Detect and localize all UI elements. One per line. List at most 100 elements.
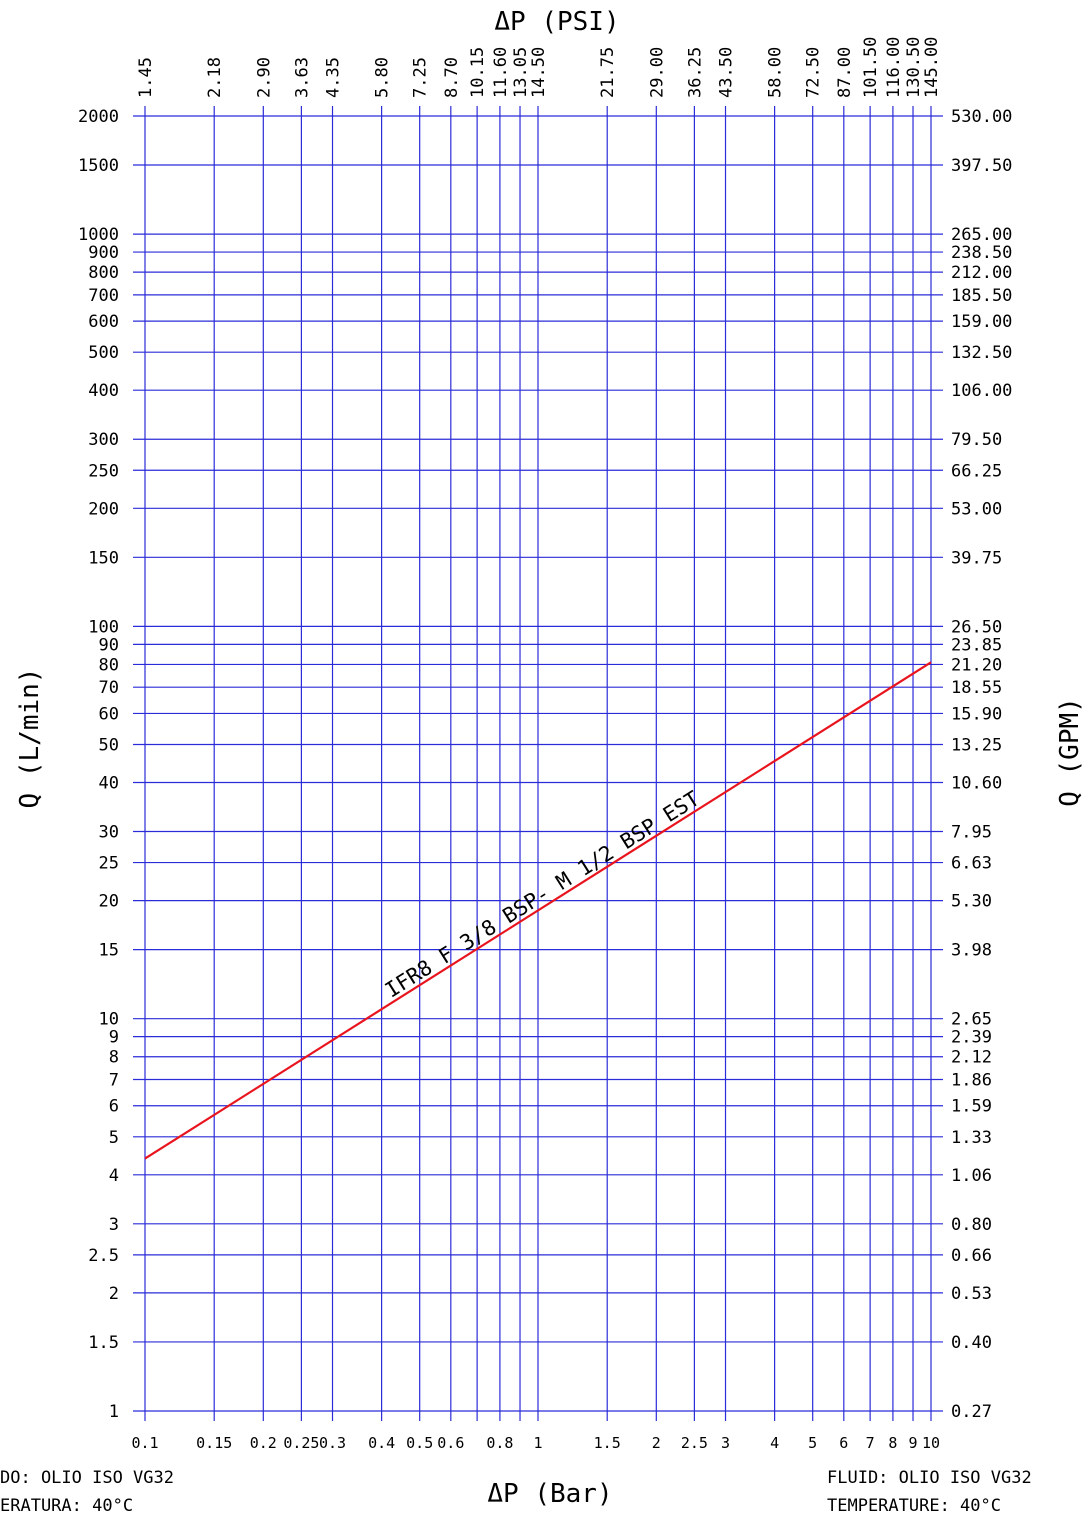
gpm-tick-labels: 0.27 0.40 0.53 0.66 0.80 1.06 1.33 1.59 1.862.12…	[951, 107, 1012, 1422]
gpm-tick-label: 2.65	[951, 1010, 992, 1030]
gpm-tick-label: 0.40	[951, 1333, 992, 1353]
lmin-tick-label: 2	[109, 1284, 119, 1304]
bar-tick-label: 6	[839, 1434, 848, 1452]
bar-tick-label: 8	[888, 1434, 897, 1452]
series-line	[144, 661, 932, 1160]
bar-tick-label: 1	[533, 1434, 542, 1452]
psi-tick-label: 101.50	[861, 37, 881, 98]
gpm-tick-label: 18.55	[951, 678, 1002, 698]
psi-tick-label: 43.50	[717, 47, 737, 98]
series-label: IFR8 F 3/8 BSP- M 1/2 BSP EST	[381, 786, 704, 1002]
bar-tick-label: 4	[770, 1434, 779, 1452]
lmin-tick-label: 60	[99, 704, 119, 724]
top-axis-title: ΔP (PSI)	[494, 7, 619, 37]
gpm-tick-label: 265.00	[951, 225, 1012, 245]
gpm-tick-label: 79.50	[951, 430, 1002, 450]
lmin-tick-label: 20	[99, 892, 119, 912]
gpm-tick-label: 1.06	[951, 1166, 992, 1186]
bar-tick-label: 5	[808, 1434, 817, 1452]
lmin-tick-label: 7	[109, 1070, 119, 1090]
temperature-note-left: ERATURA: 40°C	[0, 1496, 133, 1515]
lmin-tick-label: 9	[109, 1028, 119, 1048]
lmin-tick-label: 1	[109, 1402, 119, 1422]
lmin-tick-label: 3	[109, 1215, 119, 1235]
lmin-tick-label: 90	[99, 635, 119, 655]
gpm-tick-label: 21.20	[951, 655, 1002, 675]
psi-tick-label: 13.05	[511, 47, 531, 98]
gpm-tick-label: 3.98	[951, 941, 992, 961]
gpm-tick-label: 1.86	[951, 1070, 992, 1090]
psi-tick-label: 29.00	[647, 47, 667, 98]
gpm-tick-label: 2.39	[951, 1028, 992, 1048]
bar-tick-label: 2	[652, 1434, 661, 1452]
psi-tick-label: 130.50	[904, 37, 924, 98]
horizontal-grid-lines	[133, 115, 943, 1412]
psi-tick-label: 2.90	[254, 57, 274, 98]
lmin-tick-label: 400	[88, 381, 119, 401]
psi-tick-label: 116.00	[884, 37, 904, 98]
lmin-tick-label: 150	[88, 548, 119, 568]
gpm-tick-label: 15.90	[951, 704, 1002, 724]
psi-tick-label: 10.15	[468, 47, 488, 98]
psi-tick-label: 21.75	[598, 47, 618, 98]
left-axis-title: Q (L/min)	[15, 668, 45, 809]
lmin-tick-label: 30	[99, 823, 119, 843]
bar-tick-label: 9	[909, 1434, 918, 1452]
psi-tick-label: 2.18	[205, 57, 225, 98]
lmin-tick-label: 8	[109, 1048, 119, 1068]
bar-tick-label: 3	[721, 1434, 730, 1452]
bar-tick-label: 0.3	[319, 1434, 346, 1452]
psi-tick-label: 87.00	[835, 47, 855, 98]
lmin-tick-label: 70	[99, 678, 119, 698]
gpm-tick-label: 2.12	[951, 1048, 992, 1068]
bar-tick-label: 7	[866, 1434, 875, 1452]
fluid-note-left: DO: OLIO ISO VG32	[0, 1468, 174, 1488]
lmin-tick-label: 300	[88, 430, 119, 450]
bar-tick-label: 0.1	[131, 1434, 158, 1452]
lmin-tick-label: 50	[99, 735, 119, 755]
gpm-tick-label: 212.00	[951, 263, 1012, 283]
gpm-tick-label: 397.50	[951, 156, 1012, 176]
bar-tick-label: 0.15	[196, 1434, 232, 1452]
psi-tick-label: 8.70	[442, 57, 462, 98]
lmin-tick-label: 250	[88, 461, 119, 481]
gpm-tick-label: 26.50	[951, 617, 1002, 637]
gpm-tick-label: 0.27	[951, 1402, 992, 1422]
lmin-tick-label: 15	[99, 941, 119, 961]
gpm-tick-label: 0.80	[951, 1215, 992, 1235]
psi-tick-label: 1.45	[136, 57, 156, 98]
bar-tick-label: 0.8	[486, 1434, 513, 1452]
bar-tick-labels: 0.1 0.15 0.2 0.25 0.3 0.4 0.5 0.6 0.8 1 1.5 2 2.5 3 4 5…	[131, 1434, 940, 1452]
lmin-tick-label: 40	[99, 774, 119, 794]
lmin-tick-label: 1.5	[88, 1333, 119, 1353]
lmin-tick-label: 10	[99, 1010, 119, 1030]
lmin-tick-label: 4	[109, 1166, 119, 1186]
lmin-tick-labels: 11.522.534567891015202530405060708090100…	[78, 107, 119, 1422]
lmin-tick-label: 25	[99, 854, 119, 874]
temperature-note-right: TEMPERATURE: 40°C	[827, 1496, 1001, 1515]
vertical-grid-lines	[144, 106, 932, 1421]
bar-tick-label: 0.4	[368, 1434, 395, 1452]
lmin-tick-label: 900	[88, 243, 119, 263]
psi-tick-label: 72.50	[804, 47, 824, 98]
gpm-tick-label: 39.75	[951, 548, 1002, 568]
gpm-tick-label: 23.85	[951, 635, 1002, 655]
psi-tick-label: 36.25	[685, 47, 705, 98]
bar-tick-label: 1.5	[594, 1434, 621, 1452]
gpm-tick-label: 0.53	[951, 1284, 992, 1304]
lmin-tick-label: 1500	[78, 156, 119, 176]
gpm-tick-label: 6.63	[951, 854, 992, 874]
gpm-tick-label: 53.00	[951, 499, 1002, 519]
psi-tick-label: 7.25	[411, 57, 431, 98]
lmin-tick-label: 2000	[78, 107, 119, 127]
psi-tick-labels: 1.45 2.18 2.90 3.63 4.35 5.80 7.25 8.70 10.15 11.…	[136, 37, 942, 98]
lmin-tick-label: 2.5	[88, 1246, 119, 1266]
gpm-tick-label: 106.00	[951, 381, 1012, 401]
gpm-tick-label: 10.60	[951, 774, 1002, 794]
lmin-tick-label: 5	[109, 1128, 119, 1148]
psi-tick-label: 14.50	[529, 47, 549, 98]
psi-tick-label: 11.60	[491, 47, 511, 98]
gpm-tick-label: 185.50	[951, 286, 1012, 306]
lmin-tick-label: 700	[88, 286, 119, 306]
